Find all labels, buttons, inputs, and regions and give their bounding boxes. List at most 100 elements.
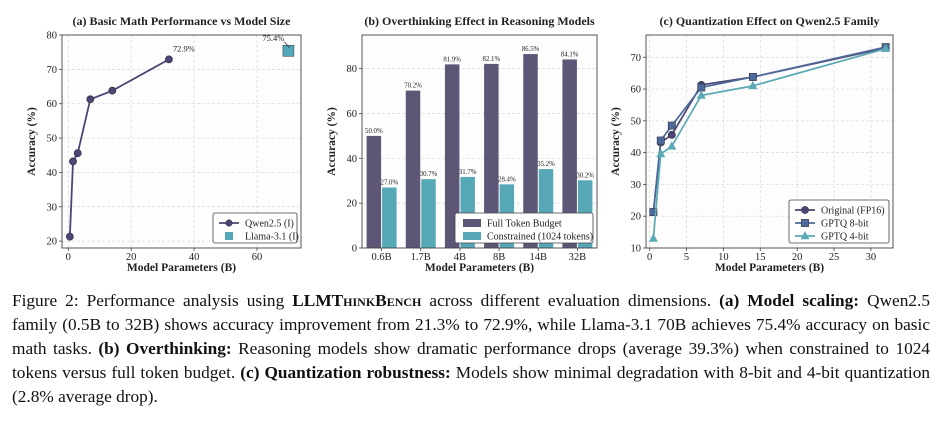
series-qwen [65, 55, 173, 241]
bar-value-label: 84.1% [561, 51, 579, 58]
y-tick-label: 60 [631, 85, 642, 96]
x-tick-label: 32B [569, 252, 587, 263]
chart-a-math-scaling: (a) Basic Math Performance vs Model Size… [26, 14, 302, 274]
bar-value-label: 30.7% [420, 171, 438, 178]
legend-entry: GPTQ 4-bit [821, 232, 869, 243]
series-line [652, 47, 886, 239]
bar [405, 90, 421, 248]
data-point [667, 121, 676, 130]
x-tick-label: 0.6B [372, 252, 392, 263]
x-tick-label: 1.7B [411, 252, 431, 263]
x-tick-label: 40 [189, 252, 200, 263]
y-axis-label: Accuracy (%) [26, 107, 38, 176]
series-line [68, 58, 170, 237]
data-point [748, 80, 758, 90]
data-point [165, 55, 173, 64]
series-full-budget: 50.0% 70.2% 81.9% 82.1% 86.5% 84.1% [365, 46, 579, 249]
caption-c-label: (c) Quantization robustness: [240, 363, 451, 382]
y-tick-label: 60 [347, 109, 358, 120]
legend-key-marker [800, 230, 810, 240]
legend-entry: GPTQ 8-bit [821, 219, 869, 230]
x-tick-label: 15 [755, 252, 766, 263]
bar [523, 54, 538, 249]
bar-value-label: 50.0% [365, 128, 383, 135]
legend-key-marker [801, 206, 809, 214]
data-point [881, 43, 891, 52]
x-tick-label: 20 [792, 252, 803, 263]
x-axis-label: Model Parameters (B) [127, 262, 236, 274]
y-tick-label: 20 [47, 237, 58, 248]
bar [562, 59, 577, 248]
y-tick-label: 30 [631, 180, 642, 191]
chart-title: (c) Quantization Effect on Qwen2.5 Famil… [660, 14, 880, 28]
figure-caption: Figure 2: Performance analysis using LLM… [12, 289, 930, 409]
chart-title: (b) Overthinking Effect in Reasoning Mod… [364, 14, 595, 28]
x-tick-label: 4B [454, 252, 466, 263]
data-point [282, 45, 295, 57]
caption-text-1: across different evaluation dimensions. [421, 291, 720, 310]
series-gptq-4bit [648, 43, 891, 242]
legend-entry: Constrained (1024 tokens) [487, 232, 593, 243]
data-point [649, 208, 658, 216]
y-tick-label: 30 [47, 202, 58, 213]
legend-key-marker [801, 219, 809, 227]
data-point [86, 95, 95, 104]
data-point [108, 86, 117, 95]
bar-value-label: 28.4% [498, 176, 516, 183]
legend-entry: Original (FP16) [821, 206, 885, 217]
caption-b-text: Reasoning models show dramatic performan… [12, 339, 931, 382]
y-tick-label: 50 [47, 134, 58, 145]
y-tick-label: 50 [631, 116, 642, 127]
data-point [73, 149, 82, 158]
caption-c-text: Models show minimal degradation with 8-b… [12, 363, 931, 406]
caption-a-label: (a) Model scaling: [719, 291, 860, 310]
bar [382, 187, 397, 248]
bar [444, 64, 460, 248]
data-point [749, 73, 757, 81]
y-tick-label: 70 [631, 53, 642, 64]
caption-a-text: Qwen2.5 family (0.5B to 32B) shows accur… [12, 291, 930, 358]
data-point [667, 130, 676, 139]
data-point [65, 232, 74, 241]
x-tick-label: 10 [718, 252, 729, 263]
bar-value-label: 35.2% [537, 161, 555, 168]
data-point [696, 90, 706, 99]
x-tick-label: 8B [493, 252, 505, 263]
x-tick-label: 0 [647, 252, 652, 263]
figure-panels: (a) Basic Math Performance vs Model Size… [26, 14, 894, 274]
legend-entry: Qwen2.5 (I) [245, 219, 294, 230]
x-tick-label: 25 [829, 252, 840, 263]
data-point [697, 83, 706, 92]
bar-value-label: 86.5% [522, 46, 540, 53]
y-tick-label: 20 [631, 212, 642, 223]
y-tick-label: 10 [631, 244, 642, 255]
value-annotation: 75.4% [262, 33, 284, 43]
caption-benchmark-name: LLMThinkBench [292, 291, 422, 310]
y-tick-label: 20 [347, 199, 358, 210]
x-axis-label: Model Parameters (B) [715, 262, 824, 274]
bar [484, 63, 499, 248]
y-tick-label: 40 [47, 168, 58, 179]
data-point [667, 141, 677, 150]
legend-key-marker [225, 232, 233, 240]
y-tick-label: 0 [352, 244, 357, 255]
x-axis-label: Model Parameters (B) [425, 262, 534, 274]
bar-value-label: 81.9% [443, 56, 461, 63]
y-tick-label: 40 [347, 154, 358, 165]
plot-area [362, 35, 597, 248]
data-point [656, 148, 666, 158]
series-llama [282, 45, 295, 57]
legend-key-swatch [463, 219, 481, 227]
bar-value-label: 70.2% [404, 83, 422, 90]
data-point [656, 136, 665, 145]
plot-border [61, 34, 302, 249]
bar-value-label: 30.2% [576, 172, 594, 179]
legend-box [454, 212, 594, 244]
legend-box [212, 212, 298, 244]
y-tick-label: 80 [47, 31, 58, 42]
value-annotation: 72.9% [173, 43, 195, 53]
x-tick-label: 5 [684, 252, 689, 263]
bar [366, 135, 382, 248]
caption-b-label: (b) Overthinking: [98, 339, 232, 358]
plot-area [62, 35, 301, 248]
